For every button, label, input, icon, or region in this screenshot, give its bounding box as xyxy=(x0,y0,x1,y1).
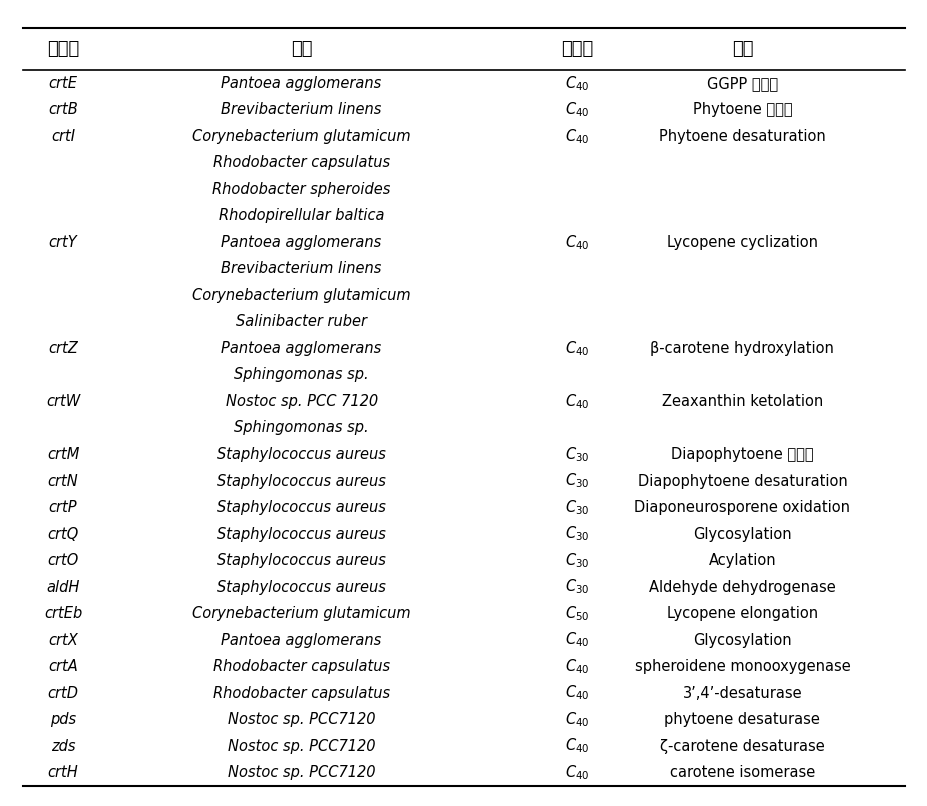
Text: crtD: crtD xyxy=(47,686,79,700)
Text: Corynebacterium glutamicum: Corynebacterium glutamicum xyxy=(192,288,411,303)
Text: Nostoc sp. PCC7120: Nostoc sp. PCC7120 xyxy=(228,738,375,754)
Text: Staphylococcus aureus: Staphylococcus aureus xyxy=(217,553,386,568)
Text: $\mathit{C}_{30}$: $\mathit{C}_{30}$ xyxy=(565,498,589,517)
Text: Lycopene elongation: Lycopene elongation xyxy=(667,606,817,621)
Text: carotene isomerase: carotene isomerase xyxy=(669,765,814,780)
Text: crtE: crtE xyxy=(48,76,78,91)
Text: Phytoene desaturation: Phytoene desaturation xyxy=(658,129,825,144)
Text: $\mathit{C}_{40}$: $\mathit{C}_{40}$ xyxy=(565,127,589,146)
Text: Staphylococcus aureus: Staphylococcus aureus xyxy=(217,473,386,488)
Text: Staphylococcus aureus: Staphylococcus aureus xyxy=(217,526,386,542)
Text: crtQ: crtQ xyxy=(47,526,79,542)
Text: Pantoea agglomerans: Pantoea agglomerans xyxy=(222,341,381,356)
Text: Rhodobacter capsulatus: Rhodobacter capsulatus xyxy=(213,686,389,700)
Text: Brevibacterium linens: Brevibacterium linens xyxy=(222,102,381,118)
Text: β-carotene hydroxylation: β-carotene hydroxylation xyxy=(650,341,833,356)
Text: $\mathit{C}_{40}$: $\mathit{C}_{40}$ xyxy=(565,393,589,411)
Text: $\mathit{C}_{50}$: $\mathit{C}_{50}$ xyxy=(565,604,589,623)
Text: Pantoea agglomerans: Pantoea agglomerans xyxy=(222,235,381,250)
Text: Staphylococcus aureus: Staphylococcus aureus xyxy=(217,500,386,515)
Text: Lycopene cyclization: Lycopene cyclization xyxy=(667,235,817,250)
Text: Rhodobacter spheroides: Rhodobacter spheroides xyxy=(212,182,390,197)
Text: $\mathit{C}_{40}$: $\mathit{C}_{40}$ xyxy=(565,631,589,650)
Text: crtB: crtB xyxy=(48,102,78,118)
Text: $\mathit{C}_{30}$: $\mathit{C}_{30}$ xyxy=(565,551,589,570)
Text: $\mathit{C}_{40}$: $\mathit{C}_{40}$ xyxy=(565,74,589,93)
Text: $\mathit{C}_{40}$: $\mathit{C}_{40}$ xyxy=(565,763,589,782)
Text: Rhodobacter capsulatus: Rhodobacter capsulatus xyxy=(213,659,389,674)
Text: crtI: crtI xyxy=(51,129,75,144)
Text: Diapophytoene desaturation: Diapophytoene desaturation xyxy=(637,473,846,488)
Text: Phytoene 생합성: Phytoene 생합성 xyxy=(692,102,792,118)
Text: Zeaxanthin ketolation: Zeaxanthin ketolation xyxy=(661,394,822,409)
Text: Rhodobacter capsulatus: Rhodobacter capsulatus xyxy=(213,156,389,170)
Text: $\mathit{C}_{30}$: $\mathit{C}_{30}$ xyxy=(565,525,589,543)
Text: crtO: crtO xyxy=(47,553,79,568)
Text: crtZ: crtZ xyxy=(48,341,78,356)
Text: 유전자: 유전자 xyxy=(47,40,79,58)
Text: 기능: 기능 xyxy=(730,40,753,58)
Text: phytoene desaturase: phytoene desaturase xyxy=(664,712,819,727)
Text: crtH: crtH xyxy=(47,765,79,780)
Text: ζ-carotene desaturase: ζ-carotene desaturase xyxy=(659,738,824,754)
Text: crtP: crtP xyxy=(49,500,77,515)
Text: crtEb: crtEb xyxy=(44,606,83,621)
Text: Sphingomonas sp.: Sphingomonas sp. xyxy=(234,421,369,435)
Text: $\mathit{C}_{40}$: $\mathit{C}_{40}$ xyxy=(565,339,589,358)
Text: Brevibacterium linens: Brevibacterium linens xyxy=(222,261,381,276)
Text: Corynebacterium glutamicum: Corynebacterium glutamicum xyxy=(192,606,411,621)
Text: crtN: crtN xyxy=(47,473,79,488)
Text: 균주: 균주 xyxy=(290,40,312,58)
Text: Acylation: Acylation xyxy=(708,553,775,568)
Text: 3’,4’-desaturase: 3’,4’-desaturase xyxy=(682,686,801,700)
Text: crtY: crtY xyxy=(49,235,77,250)
Text: crtA: crtA xyxy=(48,659,78,674)
Text: Salinibacter ruber: Salinibacter ruber xyxy=(235,314,367,330)
Text: spheroidene monooxygenase: spheroidene monooxygenase xyxy=(634,659,849,674)
Text: Corynebacterium glutamicum: Corynebacterium glutamicum xyxy=(192,129,411,144)
Text: Nostoc sp. PCC7120: Nostoc sp. PCC7120 xyxy=(228,765,375,780)
Text: Glycosylation: Glycosylation xyxy=(692,633,791,647)
Text: Diaponeurosporene oxidation: Diaponeurosporene oxidation xyxy=(634,500,849,515)
Text: Aldehyde dehydrogenase: Aldehyde dehydrogenase xyxy=(648,580,835,595)
Text: GGPP 생합성: GGPP 생합성 xyxy=(706,76,777,91)
Text: $\mathit{C}_{30}$: $\mathit{C}_{30}$ xyxy=(565,445,589,463)
Text: $\mathit{C}_{40}$: $\mathit{C}_{40}$ xyxy=(565,683,589,702)
Text: Glycosylation: Glycosylation xyxy=(692,526,791,542)
Text: aldH: aldH xyxy=(46,580,80,595)
Text: Staphylococcus aureus: Staphylococcus aureus xyxy=(217,580,386,595)
Text: $\mathit{C}_{40}$: $\mathit{C}_{40}$ xyxy=(565,737,589,755)
Text: crtW: crtW xyxy=(46,394,80,409)
Text: $\mathit{C}_{40}$: $\mathit{C}_{40}$ xyxy=(565,101,589,119)
Text: pds: pds xyxy=(50,712,76,727)
Text: Nostoc sp. PCC7120: Nostoc sp. PCC7120 xyxy=(228,712,375,727)
Text: crtM: crtM xyxy=(47,447,79,462)
Text: 탄소수: 탄소수 xyxy=(561,40,592,58)
Text: Pantoea agglomerans: Pantoea agglomerans xyxy=(222,633,381,647)
Text: Staphylococcus aureus: Staphylococcus aureus xyxy=(217,447,386,462)
Text: Nostoc sp. PCC 7120: Nostoc sp. PCC 7120 xyxy=(225,394,377,409)
Text: Sphingomonas sp.: Sphingomonas sp. xyxy=(234,368,369,383)
Text: $\mathit{C}_{30}$: $\mathit{C}_{30}$ xyxy=(565,578,589,596)
Text: Pantoea agglomerans: Pantoea agglomerans xyxy=(222,76,381,91)
Text: Diapophytoene 생합성: Diapophytoene 생합성 xyxy=(670,447,813,462)
Text: zds: zds xyxy=(51,738,75,754)
Text: $\mathit{C}_{40}$: $\mathit{C}_{40}$ xyxy=(565,710,589,729)
Text: crtX: crtX xyxy=(48,633,78,647)
Text: $\mathit{C}_{40}$: $\mathit{C}_{40}$ xyxy=(565,233,589,251)
Text: $\mathit{C}_{40}$: $\mathit{C}_{40}$ xyxy=(565,657,589,676)
Text: $\mathit{C}_{30}$: $\mathit{C}_{30}$ xyxy=(565,472,589,490)
Text: Rhodopirellular baltica: Rhodopirellular baltica xyxy=(219,209,384,223)
